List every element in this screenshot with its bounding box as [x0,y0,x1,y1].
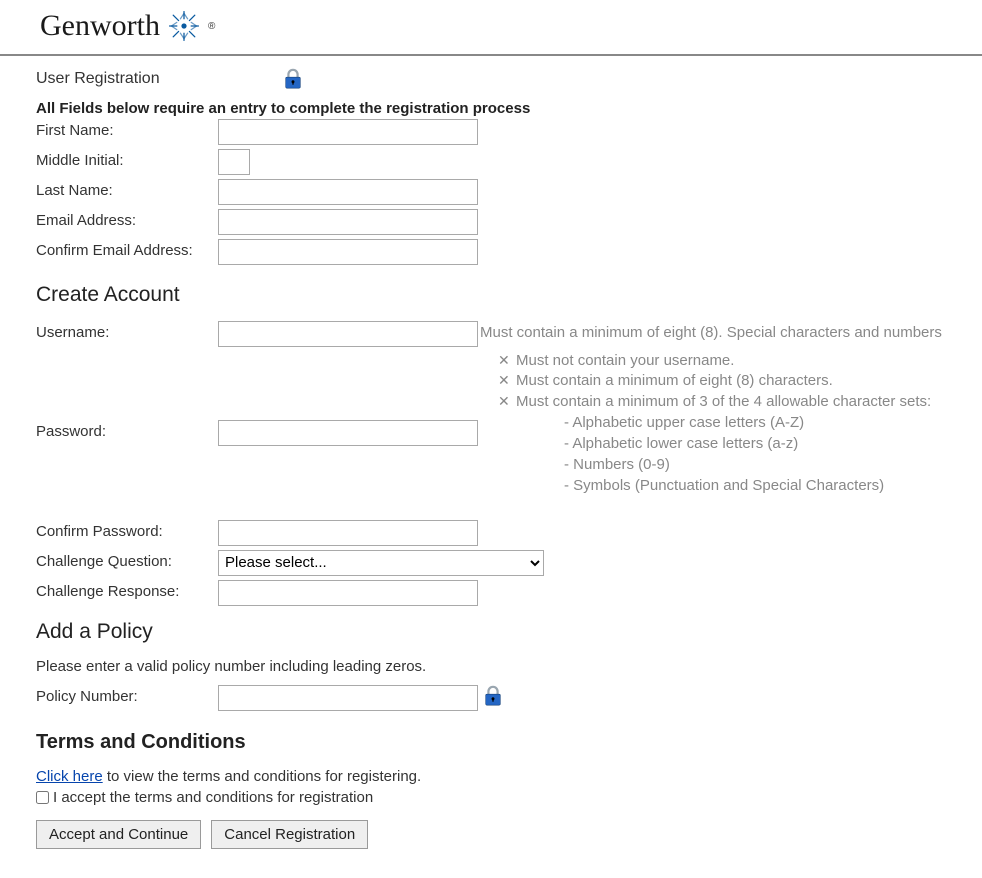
page-title: User Registration [36,70,282,88]
x-icon: ✕ [498,351,516,370]
password-label: Password: [36,351,218,440]
policy-instruction: Please enter a valid policy number inclu… [36,658,980,675]
password-rule-sub: - Numbers (0-9) [498,454,931,475]
x-icon: ✕ [498,371,516,390]
create-account-heading: Create Account [36,283,980,307]
challenge-question-select[interactable]: Please select... [218,550,544,576]
terms-view-line: Click here to view the terms and conditi… [36,768,980,785]
registered-mark: ® [208,21,215,32]
header-divider [0,54,982,56]
password-rule-sub: - Alphabetic lower case letters (a-z) [498,433,931,454]
add-policy-heading: Add a Policy [36,620,980,644]
terms-checkbox[interactable] [36,791,49,804]
terms-checkbox-label: I accept the terms and conditions for re… [53,789,373,806]
last-name-input[interactable] [218,179,478,205]
confirm-password-label: Confirm Password: [36,520,218,540]
first-name-input[interactable] [218,119,478,145]
x-icon: ✕ [498,392,516,411]
accept-continue-button[interactable]: Accept and Continue [36,820,201,849]
email-label: Email Address: [36,209,218,229]
brand-name: Genworth [40,9,160,43]
password-rule: ✕Must contain a minimum of 3 of the 4 al… [498,392,931,412]
lock-icon [482,685,504,707]
confirm-email-label: Confirm Email Address: [36,239,218,259]
terms-rest: to view the terms and conditions for reg… [103,768,422,785]
challenge-question-label: Challenge Question: [36,550,218,570]
burst-icon [166,8,202,44]
policy-number-label: Policy Number: [36,685,218,705]
required-fields-instruction: All Fields below require an entry to com… [36,100,980,117]
policy-number-input[interactable] [218,685,478,711]
password-rule-sub: - Alphabetic upper case letters (A-Z) [498,412,931,433]
username-label: Username: [36,321,218,341]
terms-link[interactable]: Click here [36,768,103,785]
email-input[interactable] [218,209,478,235]
password-rule-sub: - Symbols (Punctuation and Special Chara… [498,475,931,496]
confirm-email-input[interactable] [218,239,478,265]
username-input[interactable] [218,321,478,347]
confirm-password-input[interactable] [218,520,478,546]
cancel-registration-button[interactable]: Cancel Registration [211,820,368,849]
terms-heading: Terms and Conditions [36,731,980,754]
password-rule: ✕Must not contain your username. [498,351,931,371]
username-hint: Must contain a minimum of eight (8). Spe… [480,321,942,341]
middle-initial-label: Middle Initial: [36,149,218,169]
middle-initial-input[interactable] [218,149,250,175]
last-name-label: Last Name: [36,179,218,199]
challenge-response-label: Challenge Response: [36,580,218,600]
header: Genworth ® [0,0,982,54]
password-rule: ✕Must contain a minimum of eight (8) cha… [498,371,931,391]
first-name-label: First Name: [36,119,218,139]
challenge-response-input[interactable] [218,580,478,606]
page-title-row: User Registration [36,68,980,90]
lock-icon [282,68,304,90]
password-input[interactable] [218,420,478,446]
brand-logo: Genworth ® [40,8,982,44]
